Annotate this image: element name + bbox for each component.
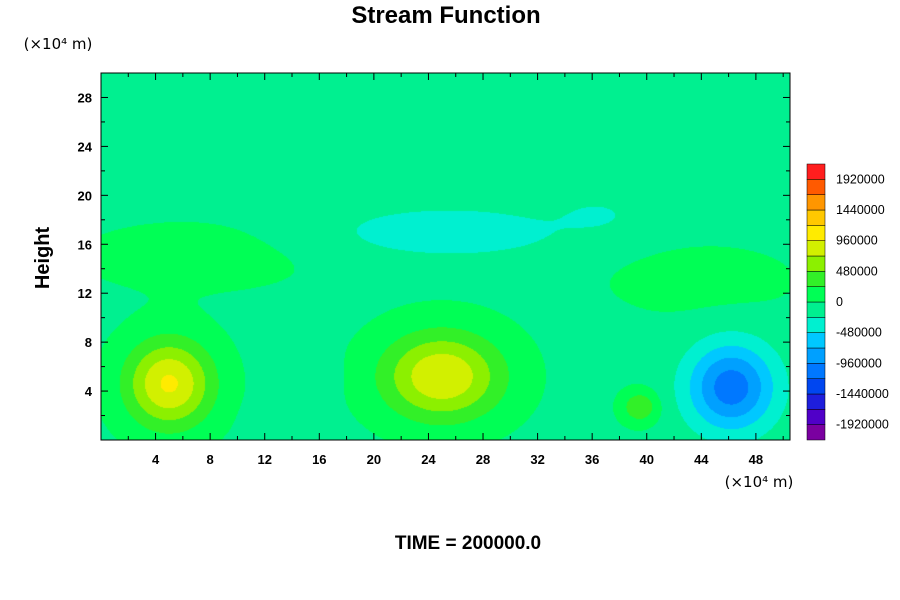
x-tick-label: 44 [694, 452, 709, 467]
x-tick-label: 40 [640, 452, 654, 467]
colorbar-band [806, 317, 826, 333]
colorbar-band [806, 194, 826, 211]
x-tick-label: 20 [367, 452, 381, 467]
x-tick-label: 36 [585, 452, 599, 467]
x-tick-label: 32 [530, 452, 544, 467]
x-tick-label: 24 [421, 452, 436, 467]
colorbar-band [806, 163, 826, 180]
colorbar-tick-label: 1920000 [836, 172, 885, 186]
colorbar-band [806, 271, 826, 287]
colorbar-tick-label: -960000 [836, 356, 882, 370]
colorbar-band [806, 209, 826, 226]
y-tick-label: 20 [78, 188, 92, 203]
time-label: TIME = 200000.0 [395, 533, 541, 554]
stream-function-field [101, 73, 790, 440]
colorbar-tick-label: -480000 [836, 326, 882, 340]
y-axis-ticks: 4 8 12 16 20 24 28 [78, 72, 790, 417]
colorbar-band [806, 378, 826, 395]
colorbar-band [806, 255, 826, 272]
plot-frame [100, 72, 791, 441]
colorbar-band [806, 424, 826, 441]
colorbar-tick-label: -1440000 [836, 387, 889, 401]
colorbar-tick-label: 480000 [836, 264, 878, 278]
plot-area [100, 72, 791, 441]
colorbar-band [806, 347, 826, 364]
colorbar-band [806, 409, 826, 425]
y-tick-label: 24 [78, 139, 93, 154]
colorbar-tick-label: 960000 [836, 234, 878, 248]
x-tick-label: 12 [257, 452, 271, 467]
y-tick-label: 8 [85, 335, 92, 350]
colorbar-tick-label: 0 [836, 295, 843, 309]
y-axis-label: Height [32, 227, 54, 290]
x-axis-ticks: 4 8 12 16 20 24 28 32 36 40 44 48 [127, 73, 784, 467]
colorbar-band [806, 393, 826, 410]
colorbar-band [806, 301, 826, 318]
y-axis-unit: (×10⁴ m) [24, 35, 93, 53]
x-tick-label: 8 [207, 452, 214, 467]
colorbar-band [806, 225, 826, 241]
x-tick-label: 28 [476, 452, 490, 467]
colorbar-band [806, 179, 826, 195]
colorbar: 1920000 1440000 960000 480000 0 -480000 -96000… [806, 163, 889, 441]
y-tick-label: 16 [78, 237, 92, 252]
y-tick-label: 28 [78, 90, 92, 105]
chart-title: Stream Function [351, 2, 540, 29]
colorbar-band [806, 286, 826, 303]
colorbar-band [806, 240, 826, 257]
colorbar-tick-label: -1920000 [836, 418, 889, 432]
colorbar-tick-label: 1440000 [836, 203, 885, 217]
x-tick-label: 16 [312, 452, 326, 467]
y-tick-label: 4 [85, 384, 93, 399]
colorbar-band [806, 363, 826, 379]
x-tick-label: 4 [152, 452, 160, 467]
y-tick-label: 12 [78, 286, 92, 301]
x-tick-label: 48 [749, 452, 763, 467]
colorbar-band [806, 332, 826, 349]
x-axis-unit: (×10⁴ m) [725, 473, 794, 491]
